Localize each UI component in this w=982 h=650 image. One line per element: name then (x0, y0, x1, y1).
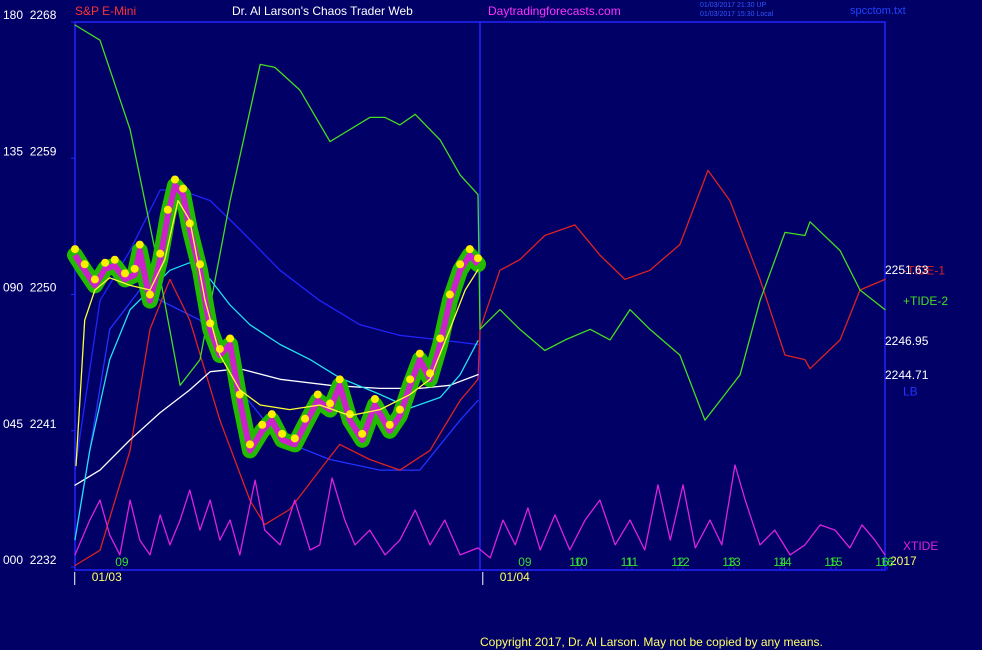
x-tick-label: 09 (518, 555, 532, 569)
date-label: 01/04 (500, 570, 530, 584)
end-label: 2244.71 (885, 368, 929, 382)
price-dot (358, 429, 367, 438)
x-tick-label: 10 (574, 555, 588, 569)
price-dot (370, 395, 379, 404)
price-dot (71, 245, 79, 254)
price-dot (156, 249, 165, 258)
price-dot (313, 390, 322, 399)
price-dot (130, 264, 139, 273)
price-dot (290, 434, 299, 443)
series-line (74, 24, 886, 421)
price-dot (110, 255, 119, 264)
price-dot (235, 390, 244, 399)
price-dot (163, 205, 172, 214)
price-dot (406, 375, 415, 384)
price-dot (335, 375, 344, 384)
price-dot (301, 414, 310, 423)
stamp: 01/03/2017 21:30 UP (700, 2, 766, 9)
price-dot (473, 254, 482, 263)
x-tick-label: 10 (569, 555, 583, 569)
series-name: XTIDE (903, 539, 938, 553)
end-label: 2251.63 (885, 263, 929, 277)
x-tick-label: 09 (115, 555, 129, 569)
price-dot (267, 410, 276, 419)
x-tick-label: 14 (773, 555, 787, 569)
price-dot (90, 275, 99, 284)
price-dot (445, 290, 454, 299)
price-dot (135, 240, 144, 249)
x-tick-label: 13 (722, 555, 736, 569)
series-name: LB (903, 385, 918, 399)
price-dot (345, 410, 354, 419)
chart-title: Dr. Al Larson's Chaos Trader Web (232, 4, 413, 18)
x-tick-label: 16 (880, 555, 894, 569)
date-label: 01/03 (92, 570, 122, 584)
y-tick-label: 045 2241 (3, 417, 57, 431)
y-tick-label: 090 2250 (3, 281, 57, 295)
series-name: -TIDE-1 (903, 264, 945, 278)
price-dot (179, 184, 188, 193)
instrument: S&P E-Mini (75, 4, 136, 18)
x-tick-label: 11 (621, 555, 634, 569)
x-tick-label: 15 (829, 555, 843, 569)
y-tick-label: 000 2232 (3, 553, 57, 567)
y-tick-label: 180 2268 (3, 8, 57, 22)
series-line (74, 189, 479, 471)
price-dot (385, 420, 394, 429)
x-tick-label: 16 (875, 555, 889, 569)
x-tick-label: 15 (824, 555, 838, 569)
file-name: spcctom.txt (850, 5, 906, 17)
price-dot (145, 290, 154, 299)
price-dot (245, 440, 254, 449)
price-dot (80, 260, 89, 269)
price-dot (101, 258, 110, 267)
series-line (74, 262, 479, 541)
end-label: 2246.95 (885, 334, 929, 348)
price-dot (278, 429, 287, 438)
series-line (75, 199, 479, 467)
price-dot (465, 245, 474, 254)
x-tick-label: 11 (626, 555, 639, 569)
x-tick-label: 12 (671, 555, 685, 569)
price-dot (170, 175, 179, 184)
year: 2017 (890, 554, 917, 568)
price-dot (226, 334, 235, 343)
series-line (74, 464, 886, 559)
x-tick-label: 14 (778, 555, 792, 569)
price-dot (258, 420, 267, 429)
copyright: Copyright 2017, Dr. Al Larson. May not b… (480, 635, 823, 649)
stamp: 01/03/2017 15:30 Local (700, 11, 774, 18)
x-tick-label: 12 (676, 555, 690, 569)
price-dot (415, 349, 424, 358)
price-dot (436, 334, 445, 343)
x-tick-label: 13 (727, 555, 741, 569)
price-dot (120, 269, 129, 278)
series-core (72, 182, 481, 454)
price-dot (395, 405, 404, 414)
y-tick-label: 135 2259 (3, 144, 57, 158)
price-dot (326, 399, 335, 408)
series-name: +TIDE-2 (903, 294, 948, 308)
site: Daytradingforecasts.com (488, 4, 621, 18)
price-dot (456, 260, 465, 269)
